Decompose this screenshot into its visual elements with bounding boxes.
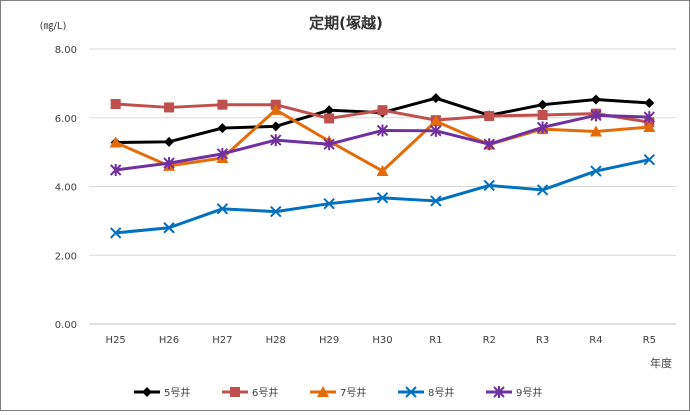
data-point: [163, 222, 175, 234]
data-point: [163, 157, 175, 170]
legend-label: 5号井: [164, 386, 190, 399]
legend-label: 9号井: [516, 386, 542, 399]
legend-item: 7号井: [310, 386, 366, 399]
data-point: [430, 93, 441, 104]
data-point: [216, 203, 229, 215]
x-tick-label: H27: [212, 335, 232, 346]
data-point: [109, 164, 122, 176]
y-tick-label: 4.00: [55, 183, 77, 194]
legend-marker: [317, 386, 329, 397]
x-tick-label: R5: [643, 335, 656, 346]
x-tick-label: H28: [266, 335, 286, 346]
legend-marker: [230, 387, 240, 397]
data-point: [269, 103, 282, 115]
x-tick-label: H25: [106, 335, 126, 346]
data-point: [430, 124, 442, 137]
y-axis-ticks: 0.00 2.00 4.00 6.00 8.00: [55, 45, 77, 331]
series-line: [115, 108, 650, 173]
data-point: [270, 121, 281, 132]
series-lines: [109, 93, 656, 239]
x-tick-label: R1: [429, 335, 442, 346]
legend-item: 9号井: [486, 386, 542, 399]
data-point: [483, 179, 495, 192]
data-point: [377, 105, 388, 116]
data-point: [164, 102, 175, 113]
y-tick-label: 0.00: [55, 320, 77, 331]
data-point: [217, 123, 228, 134]
data-point: [643, 153, 656, 166]
data-point: [536, 184, 549, 196]
data-point: [376, 124, 389, 137]
y-tick-label: 8.00: [55, 45, 77, 56]
data-point: [589, 125, 602, 137]
legend-item: 8号井: [398, 386, 454, 399]
y-tick-label: 2.00: [55, 251, 77, 262]
data-point: [376, 165, 389, 177]
data-point: [164, 136, 175, 147]
data-point: [483, 138, 495, 151]
data-point: [429, 115, 442, 127]
legend-item: 6号井: [222, 386, 278, 399]
gridlines: [89, 48, 676, 325]
legend-label: 8号井: [428, 386, 454, 399]
legend-marker: [142, 387, 152, 397]
data-point: [217, 99, 228, 110]
x-tick-label: R4: [589, 335, 602, 346]
x-axis-label: 年度: [650, 356, 672, 370]
series-4: [109, 153, 656, 239]
y-tick-label: 6.00: [55, 114, 77, 125]
data-point: [484, 111, 495, 122]
data-point: [590, 94, 601, 105]
data-point: [109, 136, 122, 148]
data-point: [537, 99, 548, 110]
x-tick-label: H29: [319, 335, 339, 346]
legend-item: 5号井: [134, 386, 190, 399]
data-point: [324, 113, 335, 124]
data-point: [643, 111, 656, 124]
data-point: [376, 192, 389, 204]
legend-marker: [493, 386, 505, 398]
x-tick-label: R3: [536, 335, 549, 346]
data-point: [109, 227, 122, 239]
x-tick-label: H30: [372, 335, 392, 346]
x-tick-label: R2: [483, 335, 496, 346]
x-tick-label: H26: [159, 335, 179, 346]
legend-label: 7号井: [340, 386, 366, 399]
legend-label: 6号井: [252, 386, 278, 399]
data-point: [644, 97, 655, 108]
data-point: [324, 105, 335, 116]
legend: 5号井 6号井 7号井 8号井 9号井: [134, 386, 542, 399]
x-axis-ticks: H25 H26 H27 H28 H29 H30 R1 R2 R3 R4 R5: [106, 335, 656, 346]
data-point: [270, 134, 282, 147]
data-point: [323, 138, 335, 151]
data-point: [590, 109, 602, 122]
data-point: [590, 165, 602, 177]
data-point: [216, 147, 229, 160]
y-axis-unit-label: (㎎/L): [40, 21, 67, 32]
data-point: [537, 110, 548, 120]
legend-marker: [405, 386, 417, 398]
chart-title: 定期(塚越): [309, 14, 383, 32]
data-point: [270, 205, 282, 218]
data-point: [536, 121, 549, 134]
series-5: [109, 109, 656, 176]
data-point: [430, 195, 442, 207]
data-point: [643, 121, 656, 133]
data-point: [110, 99, 121, 109]
data-point: [323, 197, 335, 210]
